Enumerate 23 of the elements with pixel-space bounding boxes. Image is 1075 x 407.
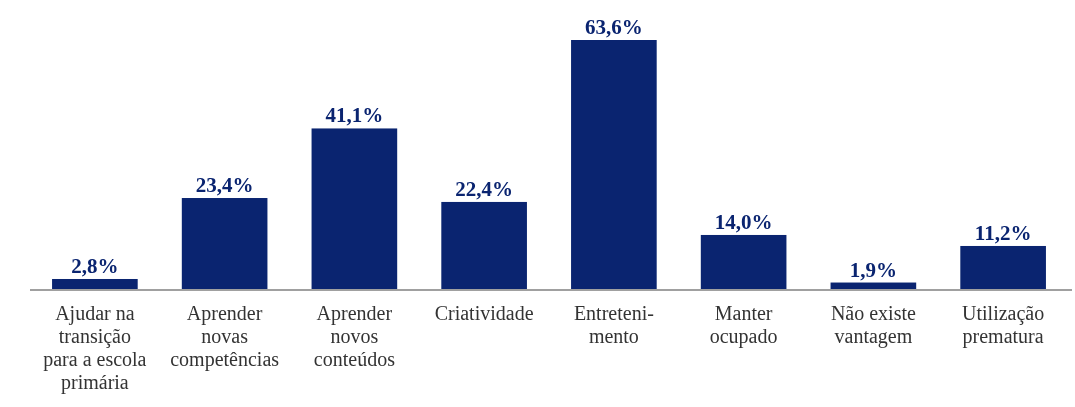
x-tick-label: Manter ocupado — [709, 302, 778, 348]
bar — [441, 201, 527, 290]
bar — [571, 40, 657, 290]
data-label: 14,0% — [714, 209, 773, 234]
bar — [181, 198, 268, 290]
data-label: 11,2% — [974, 220, 1032, 245]
data-label: 22,4% — [455, 176, 513, 201]
data-label: 41,1% — [325, 103, 384, 128]
x-tick-label: Utilização prematura — [962, 302, 1045, 348]
data-label: 2,8% — [71, 253, 119, 278]
x-tick-label: Não existe vantagem — [830, 302, 916, 348]
x-tick-label: Ajudar na transição para a escola primária — [43, 302, 147, 394]
data-label: 63,6% — [585, 15, 643, 39]
x-tick-label: Aprender novos conteúdos — [313, 302, 396, 370]
x-tick-label: Entreteni- mento — [573, 302, 654, 347]
bar — [52, 278, 138, 290]
data-label: 1,9% — [849, 257, 897, 282]
x-tick-label: Aprender novas competências — [170, 302, 280, 371]
data-label: 23,4% — [195, 173, 254, 198]
x-tick-label: Criatividade — [434, 302, 534, 324]
bar — [700, 234, 787, 290]
bar — [960, 245, 1046, 290]
bar — [311, 128, 398, 290]
